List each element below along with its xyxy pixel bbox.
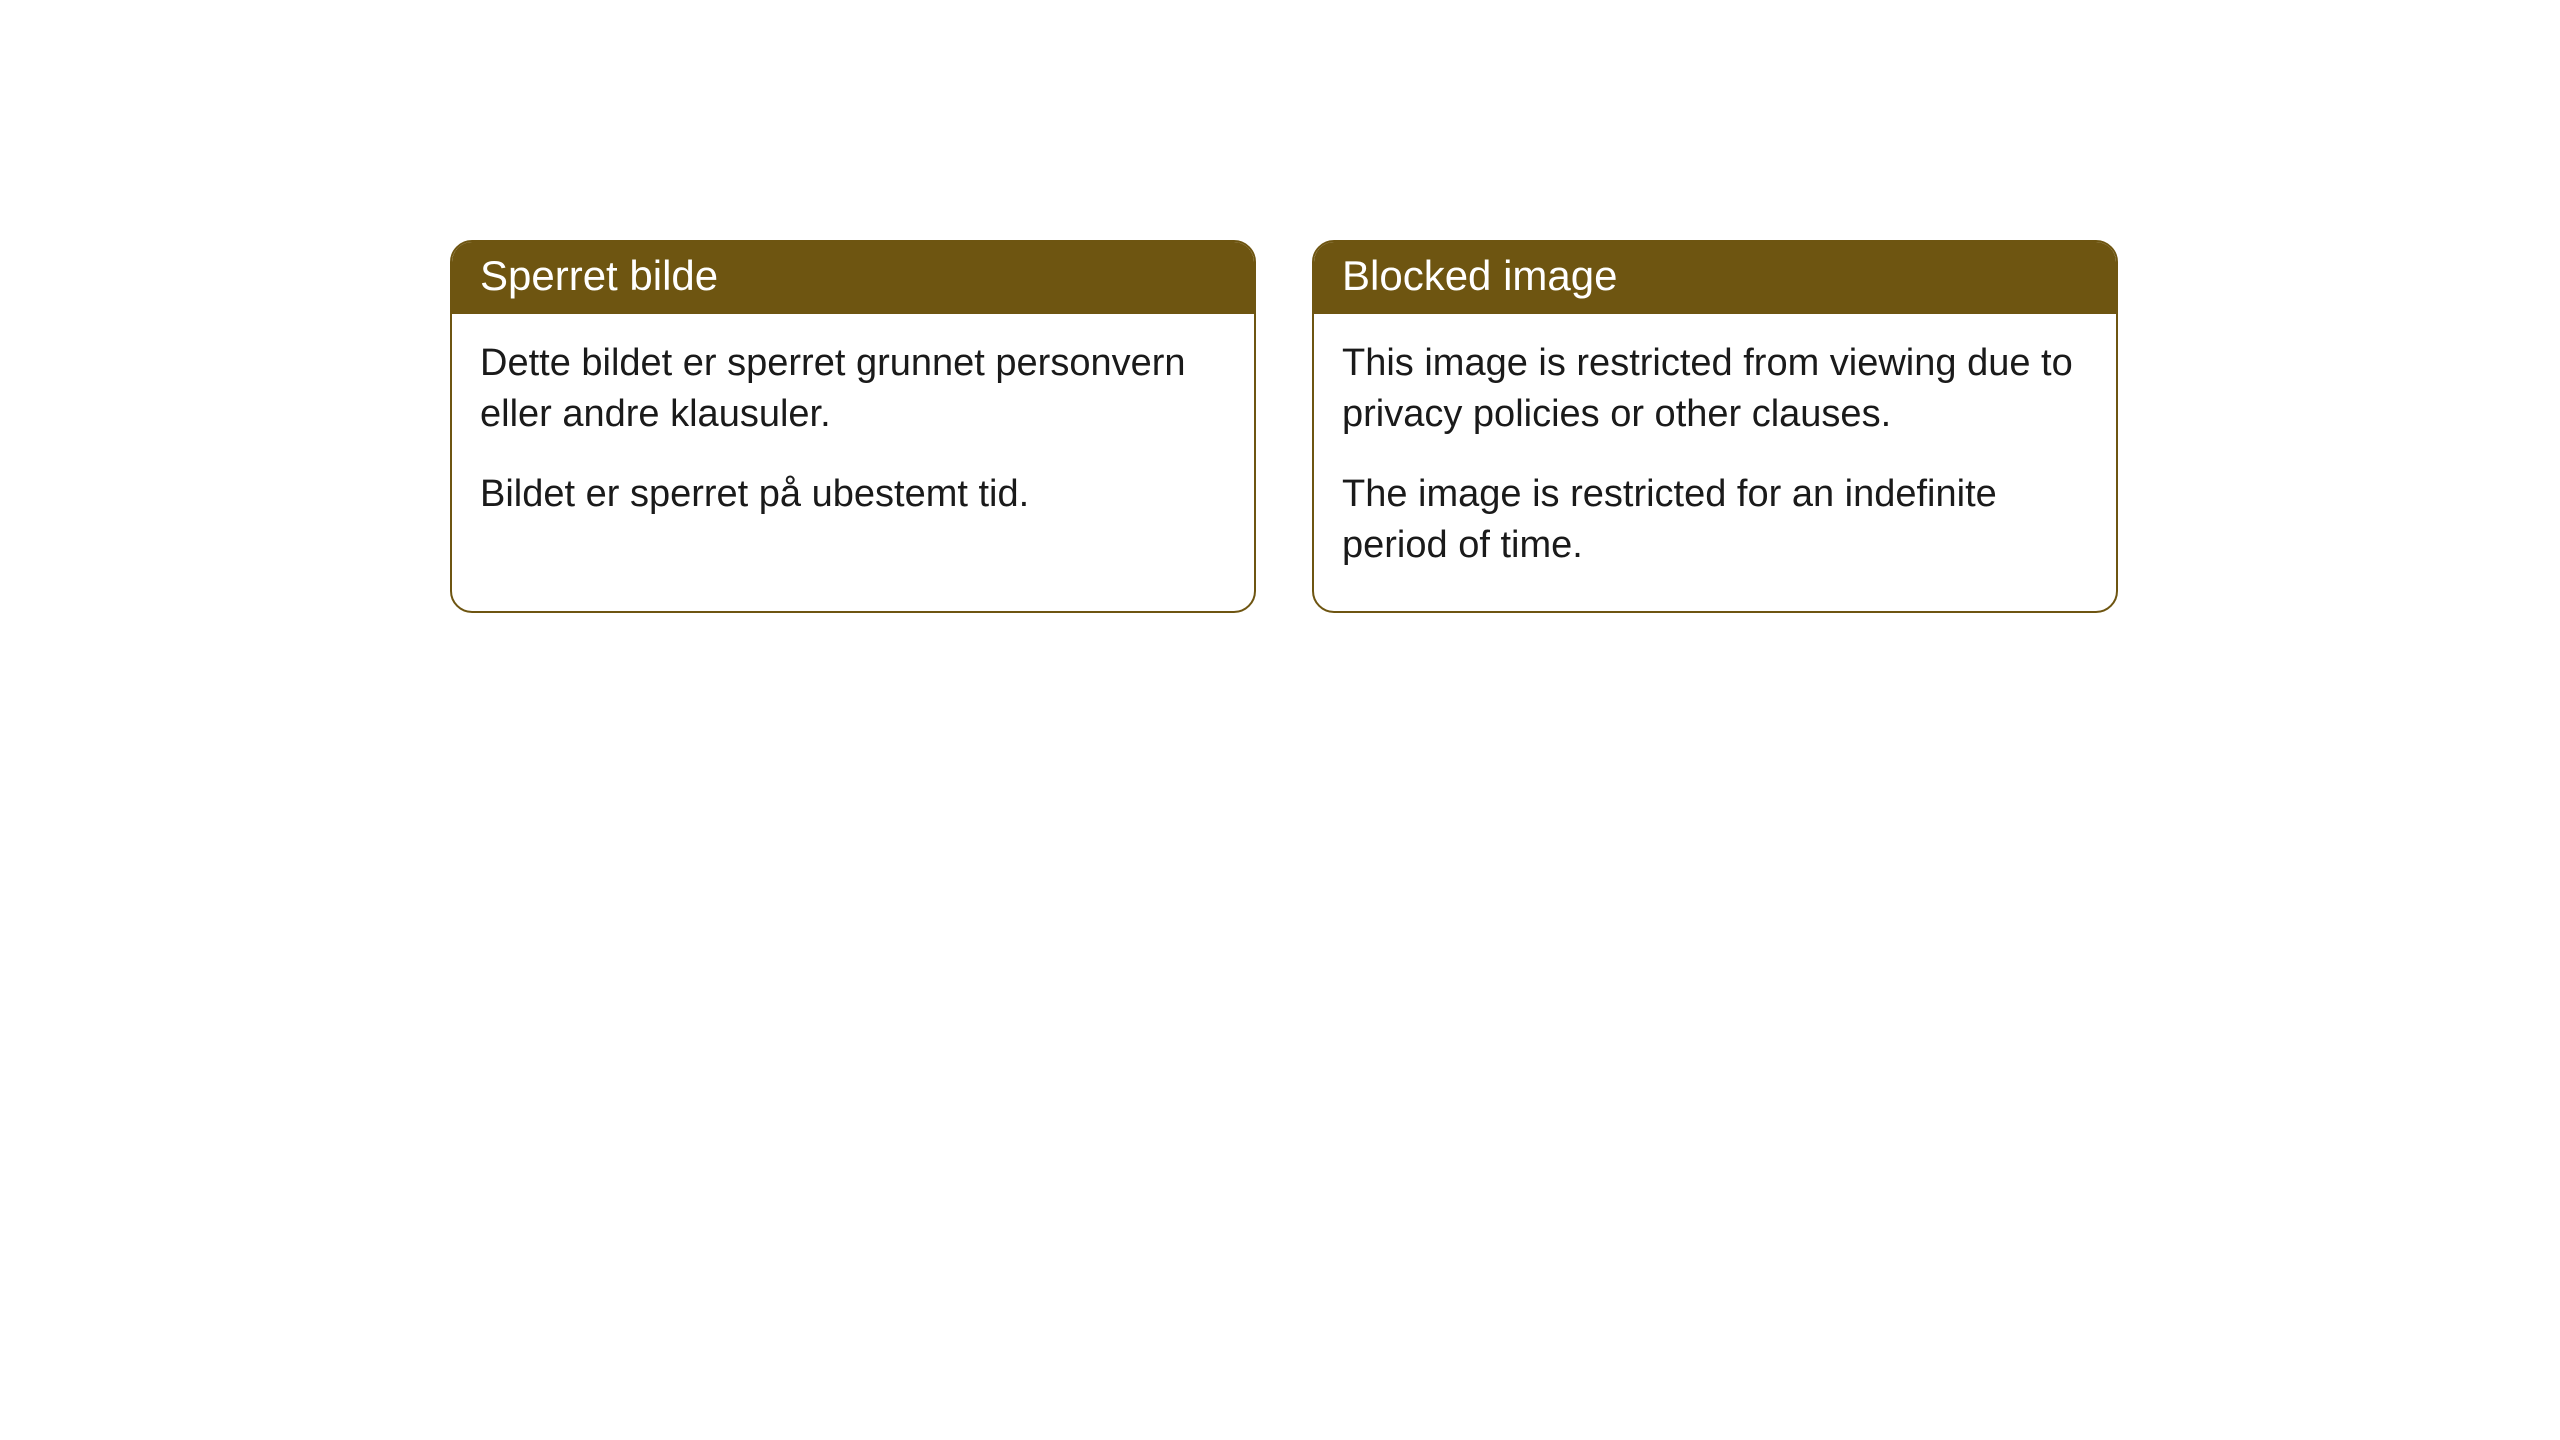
card-norwegian: Sperret bilde Dette bildet er sperret gr… <box>450 240 1256 613</box>
card-header-norwegian: Sperret bilde <box>452 242 1254 314</box>
card-paragraph-1-norwegian: Dette bildet er sperret grunnet personve… <box>480 338 1226 441</box>
card-header-english: Blocked image <box>1314 242 2116 314</box>
card-paragraph-1-english: This image is restricted from viewing du… <box>1342 338 2088 441</box>
card-english: Blocked image This image is restricted f… <box>1312 240 2118 613</box>
card-paragraph-2-norwegian: Bildet er sperret på ubestemt tid. <box>480 469 1226 520</box>
card-body-norwegian: Dette bildet er sperret grunnet personve… <box>452 314 1254 560</box>
card-paragraph-2-english: The image is restricted for an indefinit… <box>1342 469 2088 572</box>
card-body-english: This image is restricted from viewing du… <box>1314 314 2116 611</box>
card-container: Sperret bilde Dette bildet er sperret gr… <box>0 0 2560 613</box>
